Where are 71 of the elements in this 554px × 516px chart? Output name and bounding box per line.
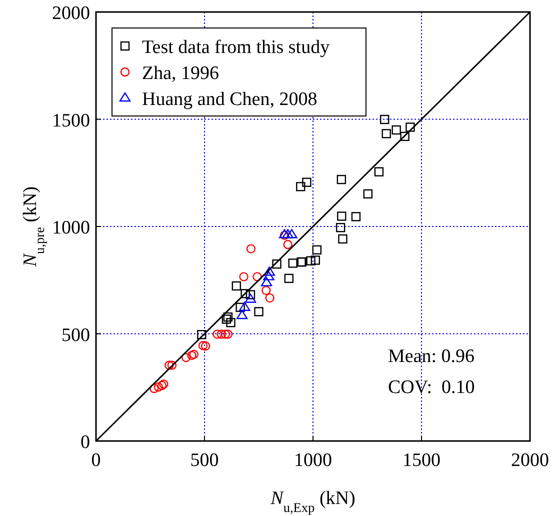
point: [223, 330, 233, 339]
point: [246, 244, 256, 254]
point: [382, 129, 391, 138]
y-tick-label: 1000: [52, 218, 90, 238]
point: [351, 212, 361, 222]
point: [400, 132, 410, 142]
point: [220, 330, 230, 339]
point: [236, 302, 245, 312]
point: [167, 360, 177, 370]
point: [306, 256, 316, 266]
point: [284, 274, 294, 284]
point: [252, 272, 262, 282]
point: [222, 314, 232, 324]
point: [232, 281, 241, 291]
point: [254, 307, 264, 316]
point: [200, 341, 210, 351]
point: [236, 310, 248, 320]
point: [265, 293, 274, 303]
x-axis-title: N$_{u,Exp}$ (kN): [270, 488, 356, 514]
point: [264, 266, 275, 276]
point: [338, 234, 348, 244]
legend-label: Zha, 1996: [142, 63, 220, 84]
point: [164, 360, 174, 370]
point: [312, 245, 322, 254]
point: [310, 256, 320, 265]
point: [187, 350, 196, 360]
point: [198, 340, 208, 350]
y-tick-label: 500: [62, 324, 90, 346]
legend-label: Huang and Chen, 2008: [142, 89, 318, 110]
point: [337, 212, 346, 221]
point: [286, 229, 298, 238]
y-tick-label: 1500: [52, 110, 90, 132]
point: [223, 312, 233, 322]
point: [302, 178, 312, 187]
point: [363, 189, 372, 198]
y-tick-label: 0: [80, 432, 90, 453]
point: [244, 294, 256, 303]
legend-label: Test data from this study: [142, 37, 330, 58]
point: [262, 286, 271, 296]
annotation: Mean: 0.96: [388, 346, 475, 367]
x-tick-label: 1000: [294, 450, 332, 471]
point: [212, 330, 222, 339]
point: [282, 229, 294, 238]
point: [226, 318, 236, 328]
x-tick-label: 500: [190, 450, 219, 471]
point: [283, 240, 292, 250]
point: [380, 114, 390, 124]
x-tick-label: 2000: [511, 450, 549, 471]
point: [406, 122, 415, 132]
point: [189, 350, 198, 359]
y-tick-label: 2000: [52, 3, 90, 24]
point: [246, 290, 256, 300]
point: [272, 259, 282, 269]
point: [260, 277, 272, 286]
point: [154, 382, 164, 392]
point: [197, 330, 206, 340]
point: [181, 352, 191, 362]
point: [336, 174, 346, 184]
point: [392, 125, 401, 135]
point: [216, 330, 226, 339]
point: [240, 289, 250, 298]
point: [296, 182, 306, 192]
point: [374, 167, 384, 176]
annotation: COV: 0.10: [388, 377, 475, 398]
point: [288, 258, 298, 268]
point: [150, 384, 159, 394]
point: [263, 271, 274, 280]
x-tick-label: 1500: [402, 450, 440, 471]
point: [239, 302, 250, 311]
point: [336, 222, 346, 232]
point: [239, 272, 248, 282]
